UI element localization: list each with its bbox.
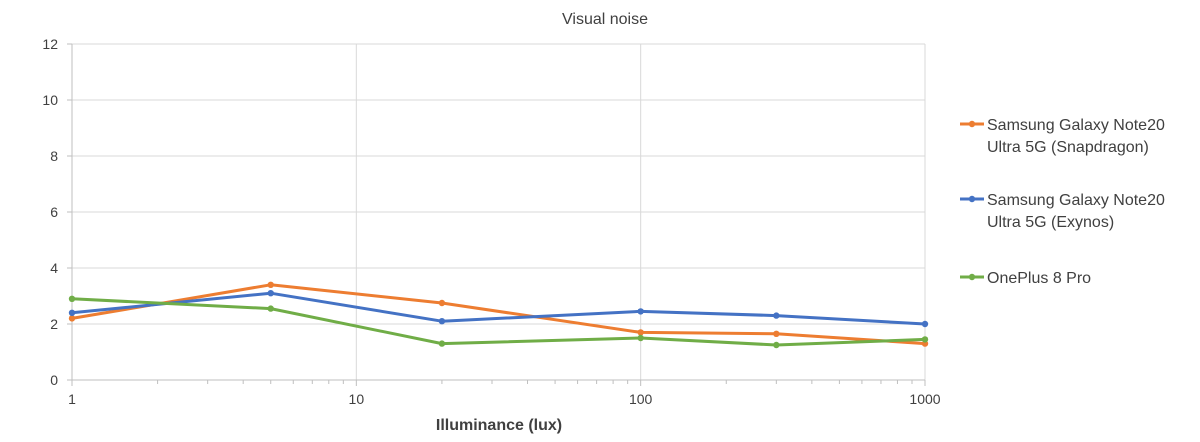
series-line-3 bbox=[70, 297, 927, 347]
data-point-series-2 bbox=[267, 290, 274, 297]
tick-labels: 0 2 4 6 8 10 12 1 10 100 1000 bbox=[42, 36, 940, 407]
data-point-series-2 bbox=[773, 312, 780, 319]
data-point-series-3 bbox=[637, 334, 644, 342]
data-point-series-1 bbox=[438, 299, 446, 307]
data-point-series-1 bbox=[773, 330, 780, 337]
series-line-2 bbox=[70, 291, 927, 326]
data-point-series-3 bbox=[267, 305, 274, 312]
legend-label: Samsung Galaxy Note20 bbox=[987, 117, 1165, 134]
x-tick-label: 100 bbox=[629, 391, 653, 407]
y-tick-label: 10 bbox=[42, 92, 58, 108]
legend-label: Ultra 5G (Snapdragon) bbox=[987, 139, 1149, 156]
legend: Samsung Galaxy Note20 Ultra 5G (Snapdrago… bbox=[960, 117, 1165, 287]
data-point-series-3 bbox=[773, 341, 780, 349]
y-tick-label: 2 bbox=[50, 316, 58, 332]
chart-title: Visual noise bbox=[562, 11, 648, 28]
legend-marker-2 bbox=[968, 195, 976, 203]
series-points bbox=[68, 281, 929, 349]
legend-label: Samsung Galaxy Note20 bbox=[987, 192, 1165, 209]
data-point-series-2 bbox=[438, 318, 446, 325]
data-point-series-3 bbox=[921, 336, 929, 343]
x-tick-label: 1000 bbox=[909, 391, 940, 407]
y-tick-label: 8 bbox=[50, 148, 58, 164]
series-line-1 bbox=[70, 283, 927, 346]
legend-marker-1 bbox=[968, 120, 976, 128]
data-point-series-1 bbox=[68, 315, 76, 322]
legend-label: Ultra 5G (Exynos) bbox=[987, 214, 1114, 231]
axes bbox=[67, 43, 926, 386]
legend-marker-3 bbox=[968, 273, 976, 281]
data-point-series-2 bbox=[68, 309, 76, 316]
data-point-series-2 bbox=[921, 320, 929, 328]
data-point-series-3 bbox=[68, 295, 76, 302]
data-point-series-3 bbox=[438, 340, 446, 347]
x-tick-label: 1 bbox=[68, 391, 76, 407]
legend-label: OnePlus 8 Pro bbox=[987, 270, 1091, 287]
y-tick-label: 6 bbox=[50, 204, 58, 220]
x-tick-label: 10 bbox=[349, 391, 365, 407]
data-point-series-1 bbox=[637, 329, 644, 336]
y-tick-label: 12 bbox=[42, 36, 58, 52]
y-tick-label: 4 bbox=[50, 260, 58, 276]
data-point-series-2 bbox=[637, 308, 644, 315]
data-point-series-1 bbox=[267, 281, 274, 288]
gridlines bbox=[72, 43, 926, 380]
x-axis-title: Illuminance (lux) bbox=[436, 417, 562, 434]
y-tick-label: 0 bbox=[50, 372, 58, 388]
series-lines bbox=[70, 283, 927, 347]
